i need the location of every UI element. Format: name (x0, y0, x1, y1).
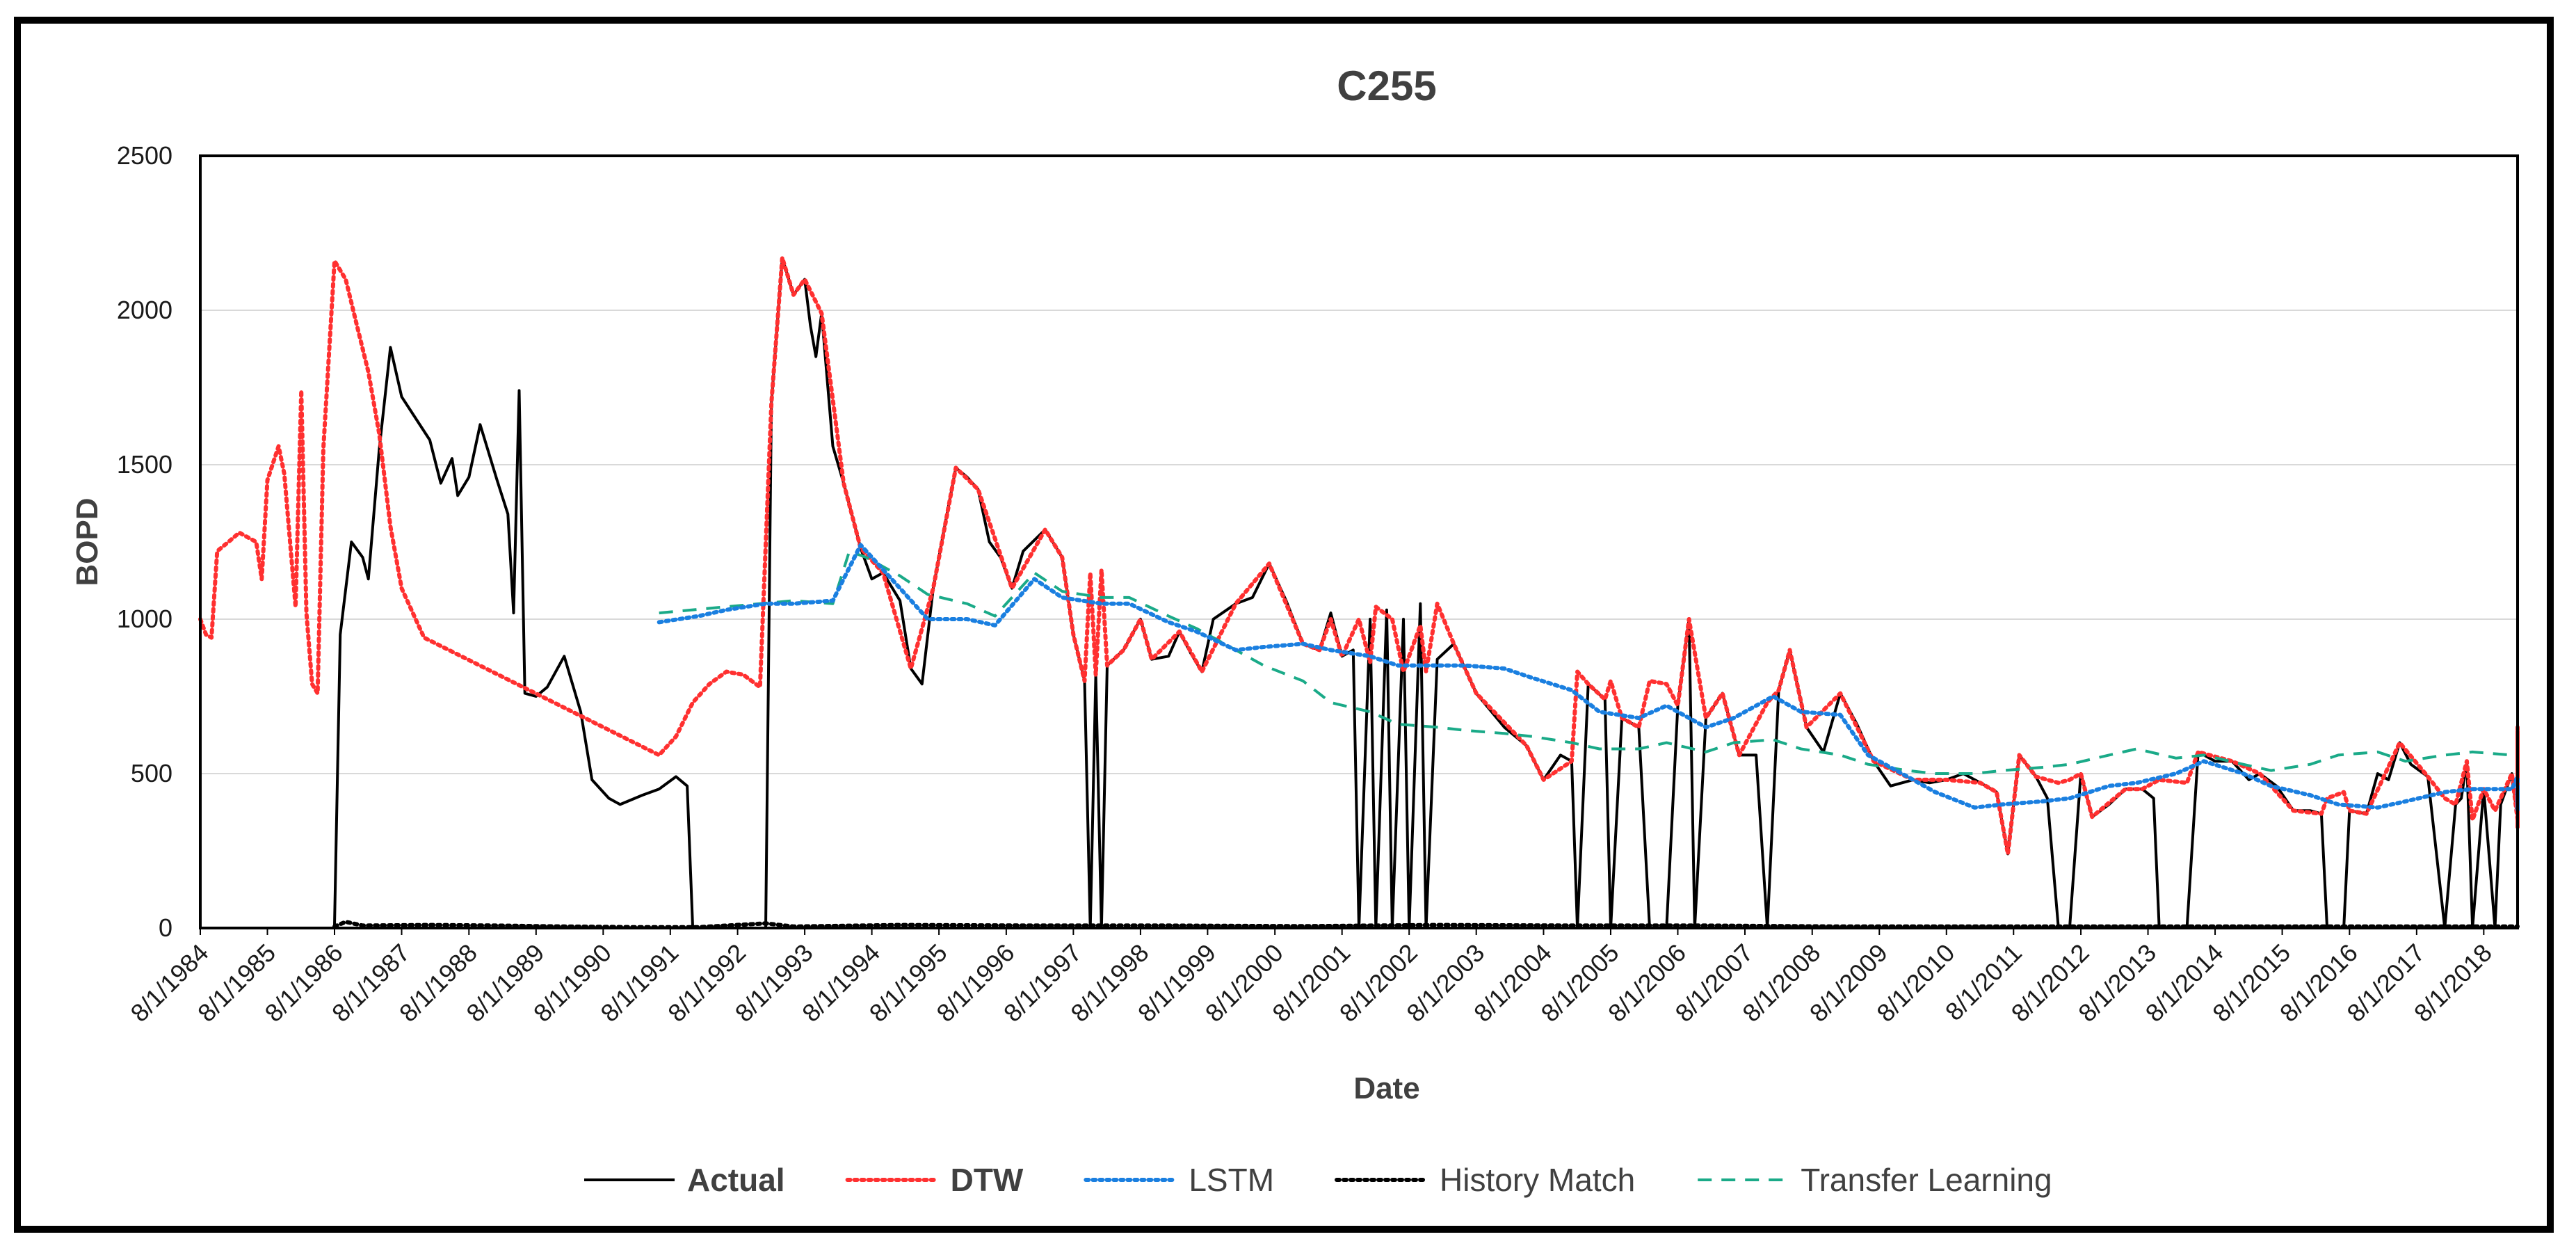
legend-label: Actual (687, 1162, 785, 1198)
y-tick-label: 1500 (117, 450, 172, 479)
chart-title: C255 (1337, 63, 1436, 109)
legend-label: LSTM (1189, 1162, 1274, 1198)
legend-label: Transfer Learning (1801, 1162, 2052, 1198)
series-line-dtw (198, 255, 2520, 856)
y-tick-label: 1000 (117, 605, 172, 633)
grid-lines (200, 155, 2518, 929)
x-axis-ticks: 8/1/19848/1/19858/1/19868/1/19878/1/1988… (125, 928, 2497, 1028)
chart-frame: 0 500 1000 1500 2000 2500 8/1/1984 8/1/1985 8/1… (14, 17, 2554, 1233)
y-tick-label: 0 (159, 913, 172, 942)
chart-svg: 0 500 1000 1500 2000 2500 8/1/19848/1/19858/1… (70, 63, 2520, 1198)
y-axis-title: BOPD (70, 497, 104, 586)
y-axis-ticks: 0 500 1000 1500 2000 2500 (117, 141, 172, 942)
series-line-actual (333, 256, 2519, 929)
legend-label: History Match (1440, 1162, 1635, 1198)
series-line-history-match (332, 920, 2520, 929)
y-tick-label: 2000 (117, 296, 172, 324)
legend: Actual DTW LSTM History Match Transfer Learn… (584, 1162, 2052, 1198)
series-line-lstm (657, 543, 2520, 813)
series-layer (198, 255, 2520, 929)
y-tick-label: 2500 (117, 141, 172, 170)
x-axis-title: Date (1353, 1071, 1419, 1105)
plot-border (199, 154, 2519, 929)
series-line-transfer-learning (659, 550, 2519, 775)
y-tick-label: 500 (131, 759, 172, 788)
legend-label: DTW (951, 1162, 1024, 1198)
